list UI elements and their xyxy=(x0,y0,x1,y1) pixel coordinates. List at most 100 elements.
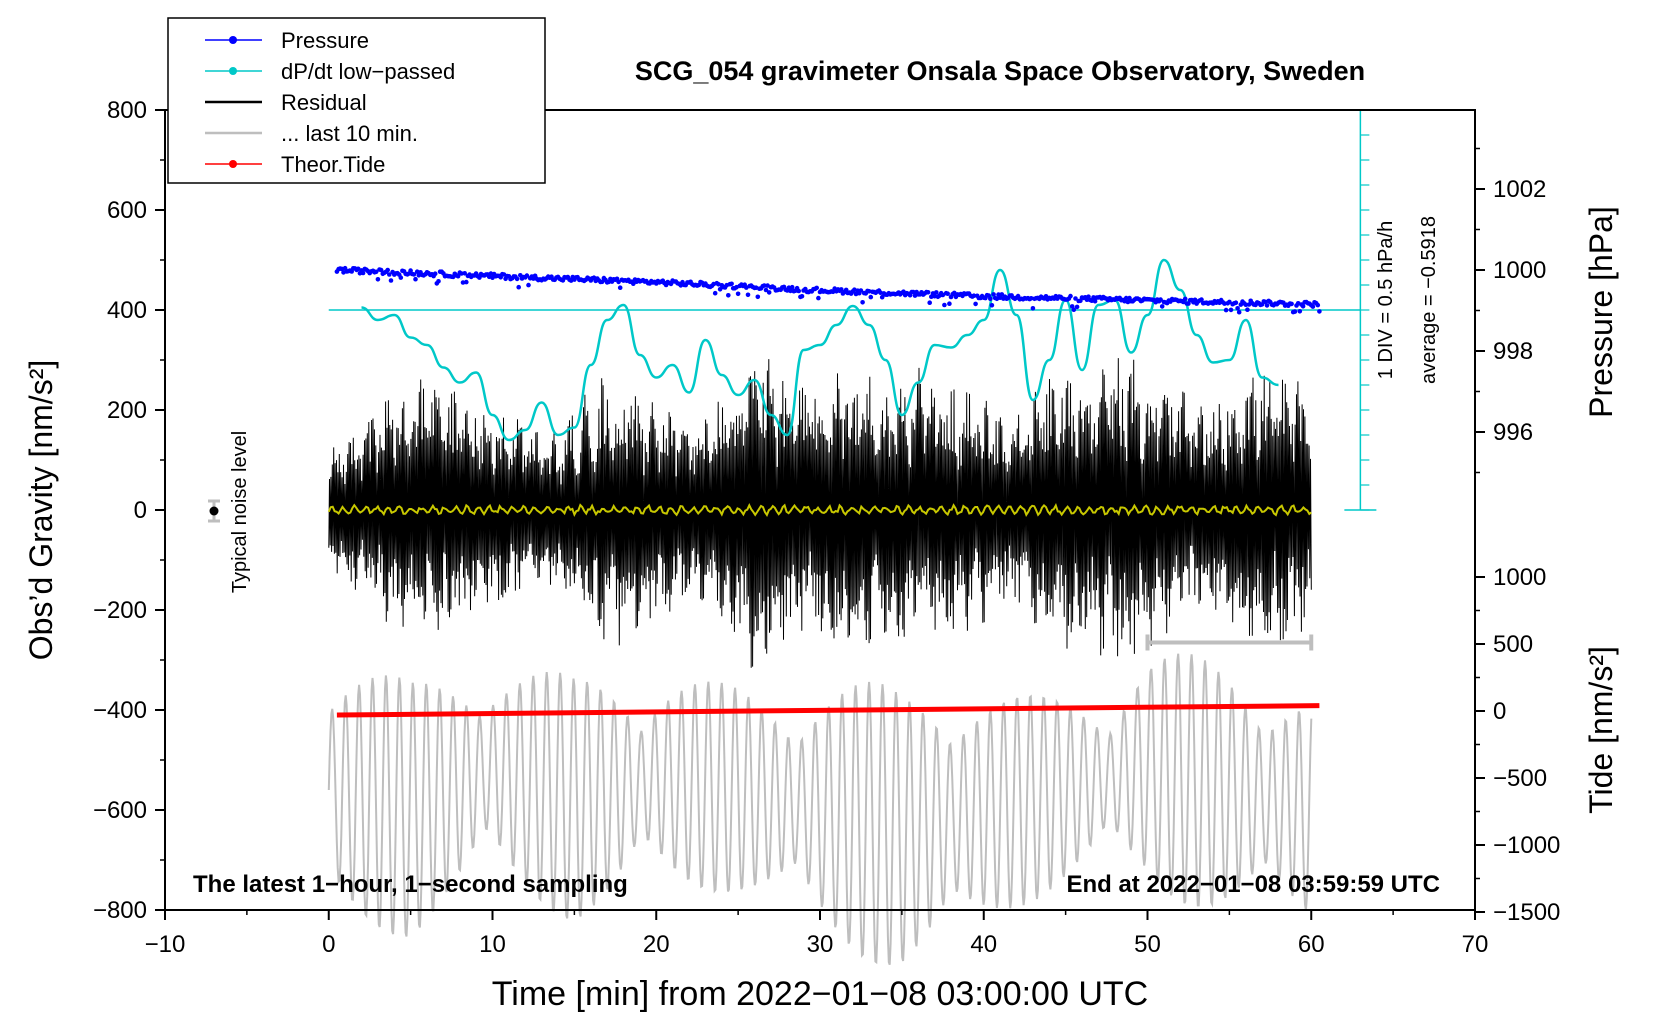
y-tick-label: 800 xyxy=(107,97,147,124)
legend-marker xyxy=(229,160,237,168)
pressure-point xyxy=(879,294,885,300)
x-tick-label: 40 xyxy=(970,931,997,958)
pressure-point xyxy=(868,294,874,300)
pressure-point xyxy=(413,276,418,282)
pressure-point xyxy=(712,290,718,296)
legend-label: Residual xyxy=(281,90,367,115)
tide-tick-label: −500 xyxy=(1493,765,1547,792)
pressure-point xyxy=(1073,296,1078,301)
series-last-10-min xyxy=(327,653,1313,966)
x-tick-label: 60 xyxy=(1298,931,1325,958)
pressure-point xyxy=(1235,306,1240,311)
pressure-tick-label: 996 xyxy=(1493,419,1533,446)
pressure-point xyxy=(524,273,530,278)
y-tick-label: 0 xyxy=(134,497,147,524)
series-residual xyxy=(328,358,1312,668)
pressure-point xyxy=(947,301,952,307)
y-tick-label: −600 xyxy=(93,797,147,824)
pressure-point xyxy=(1186,301,1191,306)
pressure-point xyxy=(729,281,734,287)
y-tick-label: −400 xyxy=(93,697,147,724)
pressure-point xyxy=(432,271,438,277)
pressure-point xyxy=(971,293,977,299)
pressure-point xyxy=(1030,306,1036,311)
pressure-point xyxy=(411,272,417,277)
legend: Pressure dP/dt low−passed Residual ... last… xyxy=(167,17,546,184)
pressure-point xyxy=(860,300,865,305)
chart-title: SCG_054 gravimeter Onsala Space Observat… xyxy=(635,56,1365,86)
pressure-point xyxy=(617,285,623,291)
y-tick-label: 200 xyxy=(107,397,147,424)
pressure-point xyxy=(1310,304,1316,309)
pressure-point xyxy=(526,282,531,288)
pressure-point xyxy=(388,278,394,283)
pressure-point xyxy=(763,287,769,293)
y-axis-pressure: 1002 1000 998 996 xyxy=(1475,147,1546,474)
series-theor-tide xyxy=(336,703,1320,718)
pressure-point xyxy=(387,272,392,277)
tide-tick-label: 500 xyxy=(1493,631,1533,658)
tide-axis-label: Tide [nm/s²] xyxy=(1583,646,1619,814)
tide-tick-label: 1000 xyxy=(1493,564,1546,591)
pressure-point xyxy=(464,279,469,285)
pressure-point xyxy=(1236,309,1242,315)
pressure-point xyxy=(1227,299,1232,305)
legend-label: dP/dt low−passed xyxy=(281,59,455,84)
pressure-point xyxy=(436,279,441,284)
series-residual-filtered xyxy=(327,502,1312,518)
pressure-point xyxy=(1289,301,1294,307)
pressure-point xyxy=(717,287,723,292)
legend-label: ... last 10 min. xyxy=(281,121,418,146)
pressure-point xyxy=(839,287,844,292)
pressure-point xyxy=(1264,303,1270,308)
pressure-point xyxy=(616,279,621,285)
pressure-point xyxy=(925,290,931,295)
x-axis-label: Time [min] from 2022−01−08 03:00:00 UTC xyxy=(492,975,1148,1013)
pressure-point xyxy=(1233,300,1239,306)
pressure-point xyxy=(360,270,366,276)
pressure-point xyxy=(755,294,761,300)
pressure-point xyxy=(973,301,978,307)
x-tick-label: 0 xyxy=(322,931,335,958)
average-annotation: average = −0.5918 xyxy=(1418,216,1440,384)
pressure-point xyxy=(385,267,391,273)
pressure-point xyxy=(398,275,404,280)
pressure-point xyxy=(999,292,1005,297)
pressure-point xyxy=(1182,296,1188,302)
pressure-point xyxy=(1317,309,1322,314)
pressure-point xyxy=(789,284,795,290)
pressure-point xyxy=(1068,293,1073,299)
pressure-point xyxy=(455,273,461,279)
pressure-point xyxy=(1223,307,1229,313)
pressure-point xyxy=(816,295,821,301)
pressure-point xyxy=(766,290,772,295)
legend-marker xyxy=(229,67,237,75)
pressure-point xyxy=(762,283,767,288)
pressure-point xyxy=(814,285,819,291)
x-tick-label: 30 xyxy=(807,931,834,958)
tide-tick-label: −1000 xyxy=(1493,832,1560,859)
pressure-point xyxy=(378,267,384,273)
legend-label: Pressure xyxy=(281,28,369,53)
y-axis-tide: 1000 500 0 −500 −1000 −1500 xyxy=(1475,564,1560,926)
pressure-point xyxy=(1159,304,1165,309)
x-axis: −10 0 10 20 30 40 50 60 70 xyxy=(145,910,1488,958)
pressure-point xyxy=(1092,298,1098,304)
end-time-annotation: End at 2022−01−08 03:59:59 UTC xyxy=(1066,871,1440,898)
pressure-point xyxy=(631,281,636,287)
x-tick-label: 50 xyxy=(1134,931,1161,958)
pressure-point xyxy=(988,296,993,302)
pressure-point xyxy=(735,291,741,297)
legend-marker xyxy=(229,36,237,44)
pressure-point xyxy=(989,303,995,308)
pressure-point xyxy=(1315,302,1321,308)
pressure-point xyxy=(514,276,520,282)
pressure-point xyxy=(1245,307,1250,313)
pressure-point xyxy=(1228,307,1234,313)
tide-tick-label: 0 xyxy=(1493,698,1506,725)
pressure-point xyxy=(1071,307,1077,313)
pressure-point xyxy=(796,288,801,294)
pressure-point xyxy=(911,289,916,295)
pressure-point xyxy=(1300,304,1306,309)
